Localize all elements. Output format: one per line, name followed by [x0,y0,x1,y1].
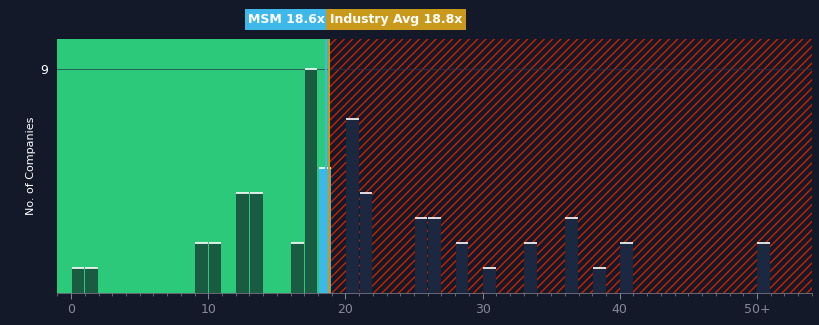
Bar [414,218,427,292]
Bar [209,243,221,292]
Bar [328,39,811,292]
Bar [360,193,372,292]
Bar [71,268,84,293]
Bar [236,193,249,292]
Bar [619,243,632,292]
Text: MSM 18.6x: MSM 18.6x [248,13,325,26]
Bar [195,243,207,292]
Bar [565,218,577,292]
Bar [305,69,317,292]
Bar [291,243,303,292]
Text: Industry Avg 18.8x: Industry Avg 18.8x [329,13,462,26]
Bar [455,243,468,292]
Bar [757,243,769,292]
Bar [57,39,328,292]
Bar [328,39,811,292]
Y-axis label: No. of Companies: No. of Companies [25,117,35,215]
Bar [428,218,441,292]
Bar [592,268,604,293]
Bar [346,119,358,292]
Bar [85,268,98,293]
Bar [523,243,536,292]
Bar [250,193,262,292]
Bar [482,268,495,293]
Bar [318,168,331,292]
